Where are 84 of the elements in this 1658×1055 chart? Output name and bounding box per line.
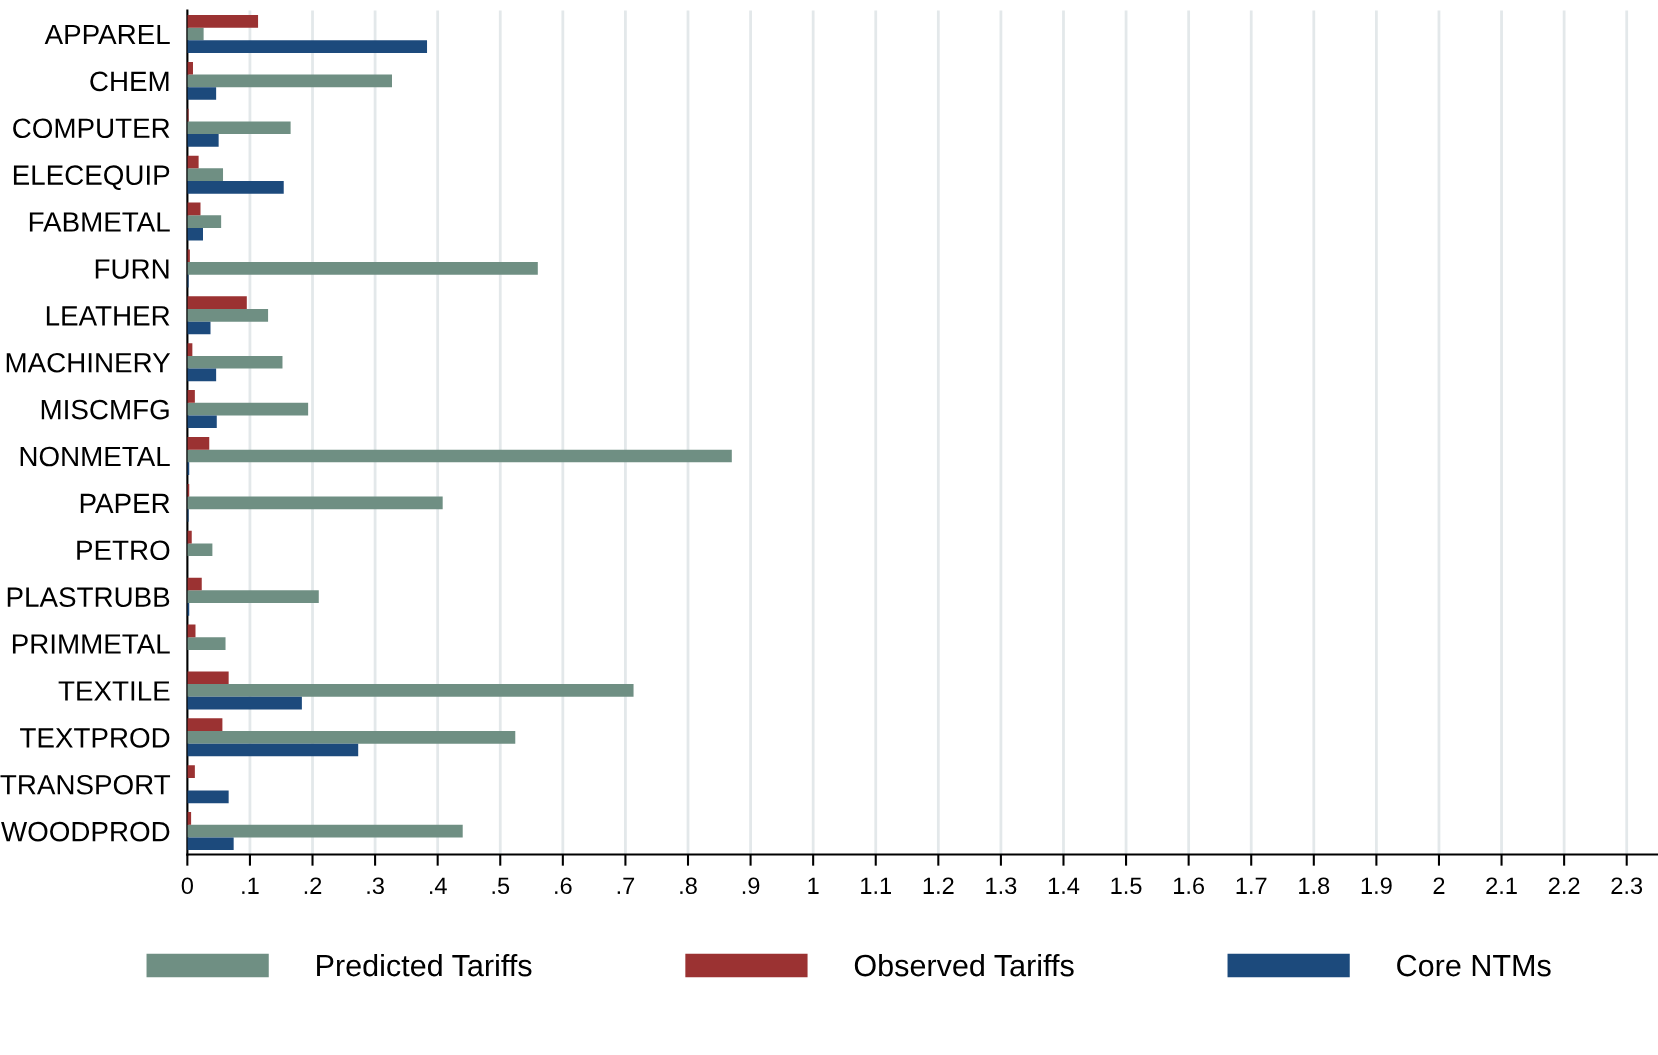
x-tick-label: .6 [555,877,572,895]
x-tick-label: 1.9 [1361,877,1392,895]
x-tick-label: 2.2 [1548,877,1580,894]
x-tick-label: 2.1 [1486,877,1517,894]
bar [187,731,516,744]
bar [187,577,202,591]
x-tick-label: 1.4 [1048,877,1080,894]
bar [187,40,428,53]
x-tick-label: 1.5 [1111,877,1142,895]
x-tick-label: .5 [492,877,510,895]
x-tick-label: .9 [742,877,760,895]
x-tick-label: .7 [617,877,635,894]
bar [187,309,269,322]
y-tick-label: APPAREL [44,24,170,45]
x-tick-label: 1.2 [923,877,954,894]
y-tick-label: PAPER [80,493,170,513]
bar [187,155,199,169]
y-tick-label: PRIMMETAL [12,634,170,654]
y-tick-label: LEATHER [46,306,170,326]
x-tick-label: .1 [242,877,259,894]
bar [187,296,247,309]
bar [187,743,359,757]
x-tick-label: .3 [367,877,384,895]
bar [187,355,283,369]
bar [187,437,210,450]
x-tick-label: 1.1 [861,877,891,894]
y-tick-label: TEXTPROD [20,728,170,748]
y-tick-label: TEXTILE [58,681,170,701]
legend-label: Observed Tariffs [854,953,1074,977]
bar [187,684,634,697]
bar [187,87,217,100]
bar [187,449,732,463]
bar [187,718,223,731]
x-tick-label: 1.3 [986,877,1017,895]
bar [187,790,229,804]
bar [187,134,219,147]
bar [187,824,463,838]
y-tick-label: COMPUTER [13,118,170,139]
x-tick-label: .2 [304,877,322,894]
bar [187,496,443,510]
y-tick-label: MISCMFG [41,399,169,420]
x-tick-label: .8 [680,877,697,895]
bar [187,27,204,41]
y-tick-label: MACHINERY [6,352,171,373]
legend-label: Core NTMs [1397,954,1551,977]
bar [187,74,392,88]
bar [187,390,195,403]
bar [187,262,538,275]
y-tick-label: ELECEQUIP [13,165,170,190]
x-tick-label: 1 [808,877,819,894]
legend-label: Predicted Tariffs [317,953,532,977]
bar [187,61,193,75]
bar [187,765,195,778]
bar [187,180,284,194]
y-tick-label: PLASTRUBB [7,587,170,607]
y-tick-label: NONMETAL [20,446,170,467]
x-tick-label: 2 [1433,877,1445,894]
y-tick-label: FURN [95,259,169,279]
y-tick-label: TRANSPORT [0,774,171,795]
x-tick-label: .4 [429,877,447,894]
x-tick-label: 1.8 [1299,877,1330,895]
bar [187,671,229,685]
bar [187,696,302,710]
y-tick-label: PETRO [77,540,170,561]
bar [187,368,217,382]
bar [187,15,259,28]
bar [187,321,211,335]
bar [187,121,291,135]
x-tick-label: 1.7 [1236,877,1267,894]
x-tick-label: 1.6 [1174,877,1205,895]
bar [187,543,213,557]
bar [187,415,217,429]
bar [187,168,224,181]
bar [187,637,226,650]
x-tick-label: 0 [181,877,193,895]
bar [187,837,234,851]
x-tick-label: 2.3 [1611,877,1643,895]
bar [187,227,203,241]
bar [187,402,309,416]
bar [187,215,222,228]
bar [187,590,319,603]
y-tick-label: FABMETAL [29,212,170,232]
y-tick-label: WOODPROD [1,821,170,842]
y-tick-label: CHEM [90,71,169,92]
